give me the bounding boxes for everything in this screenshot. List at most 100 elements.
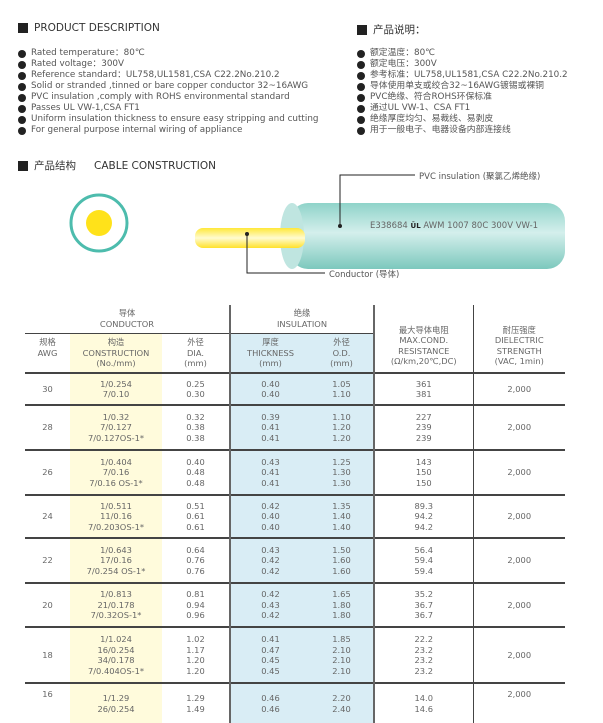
construction-cell: 1/0.254 7/0.10 — [70, 372, 162, 405]
group-insulation: 绝缘 INSULATION — [229, 305, 375, 334]
od-cell: 1.50 1.60 1.60 — [310, 537, 375, 583]
header-awg: 规格 AWG — [25, 333, 70, 373]
h: (VAC, 1min) — [494, 356, 544, 366]
thickness-value: 0.42 — [261, 500, 280, 511]
h: 最大导体电阻 — [398, 324, 449, 335]
dia-value: 1.02 — [186, 634, 205, 644]
h: 外径 — [333, 337, 350, 347]
thickness-value: 0.43 — [261, 456, 280, 467]
bullet-text: 用于一般电子、电器设备内部连接线 — [370, 125, 511, 135]
bullet-item: Uniform insulation thickness to ensure e… — [18, 114, 319, 125]
bullet-item: 参考标准：UL758,UL1581,CSA C22.2No.210.2 — [357, 70, 568, 81]
construction-value: 26/0.254 — [97, 703, 135, 714]
bullet-item: PVC insulation ,comply with ROHS environ… — [18, 92, 319, 103]
od-cell: 1.65 1.80 1.80 — [310, 582, 375, 627]
od-value: 1.30 — [332, 477, 351, 488]
od-value: 1.30 — [332, 467, 351, 478]
dielectric-value: 2,000 — [507, 649, 532, 660]
resistance-cell: 89.3 94.2 94.2 — [374, 494, 473, 538]
awg-value: 26 — [42, 467, 53, 478]
construction-value: 1/0.32 — [102, 411, 130, 422]
print-code: E338684 — [370, 221, 408, 231]
dia-cell: 1.02 1.17 1.20 1.20 — [162, 626, 230, 683]
od-cell: 1.05 1.10 — [310, 372, 375, 405]
cable-print: E338684 ŪL AWM 1007 80C 300V VW-1 — [370, 221, 538, 231]
conductor-body — [195, 228, 305, 248]
bullet-item: PVC绝缘、符合ROHS环保标准 — [357, 92, 568, 103]
resistance-cell: 14.0 14.6 — [374, 682, 473, 723]
thickness-value: 0.43 — [261, 544, 280, 555]
od-value: 2.10 — [332, 655, 351, 665]
dielectric-value: 2,000 — [507, 555, 532, 566]
description-list-cn: 额定温度：80℃ 额定电压：300V 参考标准：UL758,UL1581,CSA C… — [357, 48, 568, 136]
thickness-value: 0.42 — [261, 589, 280, 600]
construction-cell: 1/0.32 7/0.127 7/0.127OS-1* — [70, 404, 162, 450]
od-cell: 1.35 1.40 1.40 — [310, 494, 375, 538]
dia-value: 0.30 — [186, 389, 205, 399]
construction-cell: 1/0.511 11/0.16 7/0.203OS-1* — [70, 494, 162, 538]
bullet-item: 额定电压：300V — [357, 59, 568, 70]
resistance-cell: 361 381 — [374, 372, 473, 405]
resistance-value: 227 — [415, 411, 432, 422]
dielectric-cell: 2,000 — [472, 582, 565, 627]
resistance-value: 35.2 — [414, 589, 433, 600]
thickness-value: 0.41 — [261, 477, 280, 488]
bullet-text: For general purpose internal wiring of a… — [31, 125, 243, 135]
h: (mm) — [259, 358, 282, 368]
awg-cell: 22 — [25, 537, 70, 583]
thickness-cell: 0.42 0.40 0.40 — [229, 494, 310, 538]
header-od: 外径 O.D. (mm) — [310, 333, 375, 373]
resistance-value: 23.2 — [414, 644, 433, 655]
h: (No./mm) — [96, 358, 136, 368]
dielectric-cell: 2,000 — [472, 537, 565, 583]
construction-value: 1/1.024 — [100, 634, 132, 644]
conductor-label: Conductor (导体) — [329, 270, 400, 280]
bullet-dot-icon — [357, 60, 365, 69]
dia-value: 1.29 — [186, 693, 205, 703]
square-bullet-icon — [18, 160, 28, 171]
h: 外径 — [187, 337, 204, 347]
construction-cell: 1/1.024 16/0.254 34/0.178 7/0.404OS-1* — [70, 626, 162, 683]
construction-value: 16/0.254 — [97, 644, 135, 655]
dia-value: 0.61 — [186, 521, 205, 532]
resistance-value: 14.0 — [414, 693, 433, 703]
dia-cell: 0.81 0.94 0.96 — [162, 582, 230, 627]
dielectric-cell: 2,000 — [472, 682, 565, 723]
thickness-value: 0.40 — [261, 521, 280, 532]
construction-value: 7/0.127OS-1* — [87, 432, 145, 443]
bullet-dot-icon — [357, 82, 365, 91]
bullet-text: 导体使用单支或绞合32~16AWG镀锡或裸铜 — [370, 81, 544, 91]
h: MAX.COND. — [399, 335, 449, 345]
thickness-value: 0.40 — [261, 389, 280, 399]
bullet-text: PVC insulation ,comply with ROHS environ… — [31, 92, 290, 102]
insulation-body — [290, 203, 565, 269]
bullet-text: 通过UL VW-1、CSA FT1 — [370, 103, 471, 113]
bullet-item: 导体使用单支或绞合32~16AWG镀锡或裸铜 — [357, 81, 568, 92]
resistance-value: 150 — [415, 467, 432, 478]
h: 构造 — [107, 337, 125, 347]
awg-value: 16 — [42, 689, 53, 699]
dia-value: 0.64 — [186, 544, 205, 555]
dia-value: 0.81 — [186, 589, 205, 600]
heading-cn: 产品结构 — [34, 160, 76, 172]
bullet-dot-icon — [18, 115, 26, 124]
od-value: 1.60 — [332, 555, 351, 566]
thickness-value: 0.43 — [261, 599, 280, 610]
dia-value: 0.61 — [186, 511, 205, 522]
dia-value: 0.96 — [186, 610, 205, 621]
thickness-value: 0.40 — [261, 378, 280, 389]
table-row: 24 1/0.511 11/0.16 7/0.203OS-1* 0.51 0.61 0.61… — [25, 494, 565, 538]
dia-value: 0.38 — [186, 432, 205, 443]
thickness-value: 0.42 — [261, 610, 280, 621]
dia-value: 0.32 — [186, 411, 205, 422]
bullet-dot-icon — [18, 93, 26, 102]
product-description-heading-cn: 产品说明： — [357, 22, 426, 37]
bullet-item: 额定温度：80℃ — [357, 48, 568, 59]
table-row: 22 1/0.643 17/0.16 7/0.254 OS-1* 0.64 0.76 0.7… — [25, 537, 565, 583]
od-value: 1.80 — [332, 610, 351, 621]
description-list-en: Rated temperature：80℃ Rated voltage：300V R… — [18, 48, 319, 136]
awg-cell: 30 — [25, 372, 70, 405]
awg-value: 22 — [42, 555, 53, 566]
dia-cell: 1.29 1.49 — [162, 682, 230, 723]
od-value: 2.20 — [332, 693, 351, 703]
